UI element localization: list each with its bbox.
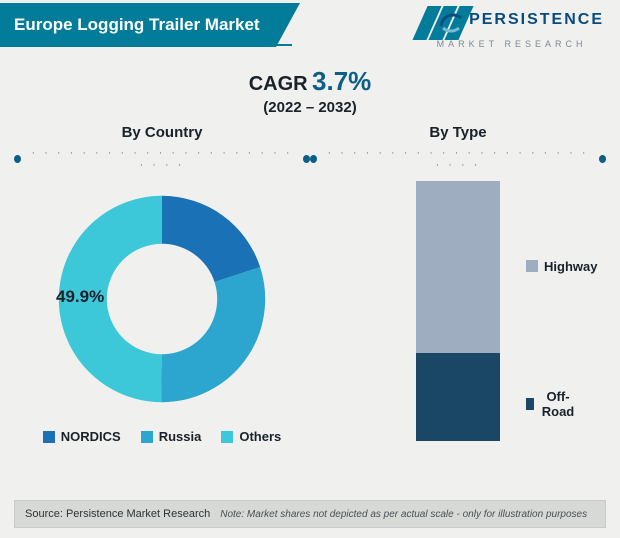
donut-chart: 49.9%: [42, 179, 282, 419]
bar-segment-highway: [416, 181, 500, 353]
donut-dominant-label: 49.9%: [56, 287, 104, 307]
cagr-label: CAGR: [249, 73, 308, 95]
type-title: By Type: [310, 124, 606, 141]
country-title: By Country: [14, 124, 310, 141]
footer-disclaimer: Note: Market shares not depicted as per …: [220, 509, 587, 520]
legend-label: Off- Road: [540, 389, 577, 419]
legend-swatch: [221, 431, 233, 443]
country-legend: NORDICS Russia Others: [14, 429, 310, 444]
logo-icon: [437, 6, 465, 34]
stacked-bar-chart: HighwayOff- Road: [416, 181, 500, 441]
divider-dots: · · · · · · · · · · · · · · · · · · · · …: [310, 147, 606, 171]
legend-item: Others: [221, 429, 281, 444]
title-underline: [0, 44, 292, 46]
bar-segment-off--road: [416, 353, 500, 441]
title-banner: Europe Logging Trailer Market: [0, 3, 300, 47]
legend-item: Russia: [141, 429, 202, 444]
cagr-period: (2022 – 2032): [0, 99, 620, 116]
legend-label: Russia: [159, 429, 202, 444]
charts-row: By Country · · · · · · · · · · · · · · ·…: [0, 124, 620, 444]
legend-swatch: [526, 398, 534, 410]
legend-swatch: [141, 431, 153, 443]
legend-swatch: [526, 260, 538, 272]
logo-line2: MARKET RESEARCH: [437, 39, 587, 49]
donut-slice-russia: [161, 267, 265, 402]
header: Europe Logging Trailer Market PERSISTENC…: [0, 0, 620, 50]
logo-line1: PERSISTENCE: [469, 11, 604, 28]
bar-legend-item: Highway: [526, 259, 597, 274]
chart-canvas: Europe Logging Trailer Market PERSISTENC…: [0, 0, 620, 538]
legend-swatch: [43, 431, 55, 443]
legend-item: NORDICS: [43, 429, 121, 444]
legend-label: Highway: [544, 259, 597, 274]
cagr-row: CAGR 3.7%: [0, 66, 620, 97]
bar-legend-item: Off- Road: [526, 389, 577, 419]
legend-label: NORDICS: [61, 429, 121, 444]
footer-source: Source: Persistence Market Research: [25, 508, 210, 520]
brand-logo: PERSISTENCE MARKET RESEARCH: [437, 6, 604, 52]
country-panel: By Country · · · · · · · · · · · · · · ·…: [14, 124, 310, 444]
cagr-value: 3.7%: [312, 66, 371, 96]
page-title: Europe Logging Trailer Market: [14, 15, 260, 35]
footer-note: Source: Persistence Market Research Note…: [14, 500, 606, 528]
donut-slice-nordics: [162, 196, 260, 282]
type-panel: By Type · · · · · · · · · · · · · · · · …: [310, 124, 606, 444]
divider-dots: · · · · · · · · · · · · · · · · · · · · …: [14, 147, 310, 171]
legend-label: Others: [239, 429, 281, 444]
